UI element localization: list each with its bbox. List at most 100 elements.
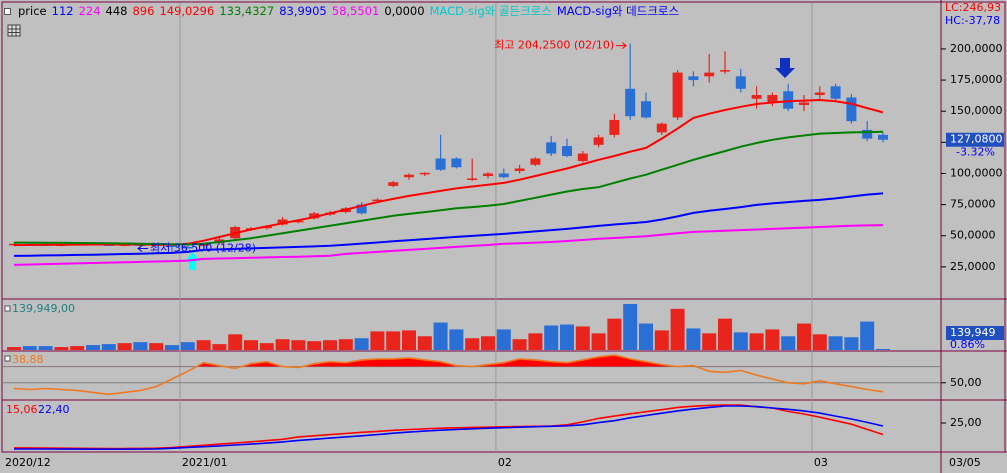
candle-body: [309, 213, 320, 219]
y-tick-label: 25,0000: [950, 260, 996, 273]
volume-bar: [702, 333, 717, 350]
candle-body: [862, 129, 873, 139]
volume-bar: [196, 340, 211, 350]
candle-body: [530, 158, 541, 165]
y-tick-label: 175,0000: [950, 73, 1003, 86]
volume-bar: [544, 325, 559, 350]
volume-bar: [639, 323, 653, 350]
candle-body: [372, 199, 383, 202]
volume-bar: [212, 344, 227, 350]
volume-bar: [812, 334, 827, 350]
toolbar-icon[interactable]: [7, 24, 21, 37]
candle-body: [467, 178, 478, 180]
candle-body: [830, 86, 841, 99]
volume-label: 139,949,00: [12, 302, 75, 315]
legend-entry: 58,5501: [331, 4, 380, 18]
volume-bar: [149, 343, 164, 350]
legend-entry: 83,9905: [279, 4, 327, 18]
candle-body: [356, 204, 367, 214]
volume-bar: [876, 349, 890, 350]
x-tick-label: 2021/01: [182, 456, 228, 469]
volume-bar: [575, 326, 590, 350]
volume-bar: [22, 346, 37, 350]
candle-body: [672, 72, 683, 118]
volume-bar: [449, 329, 464, 350]
moving-average: [13, 192, 884, 257]
high-annotation: 최고 204,2500 (02/10): [494, 39, 614, 52]
candle-body: [688, 76, 699, 81]
macd-label: 15,06: [6, 403, 38, 416]
legend-entry: MACD-sig와 골든크로스: [429, 4, 552, 18]
end-date: 03/05: [949, 456, 981, 469]
volume-bar: [828, 336, 843, 350]
volume-bar: [844, 337, 859, 350]
candle-body: [656, 123, 667, 133]
frame: [1, 1, 1006, 453]
volume-bar: [797, 323, 811, 350]
volume-bar: [323, 340, 337, 350]
legend-entry: 0,0000: [384, 4, 425, 18]
x-tick-label: 2020/12: [5, 456, 51, 469]
volume-icon: [4, 305, 11, 312]
y-tick-label: 25,00: [950, 416, 982, 429]
low-annotation: 최저 36,500 (12/28): [150, 242, 256, 255]
candle-body: [498, 173, 509, 178]
candle-body: [751, 95, 762, 99]
last-price-box: [946, 132, 1004, 147]
volume-bar: [370, 331, 385, 350]
volume-bar: [38, 346, 53, 350]
volume-bar: [433, 322, 448, 350]
hc-label: HC:-37,78: [945, 14, 1000, 27]
volume-bar: [165, 345, 179, 350]
volume-bar: [465, 338, 480, 350]
candle-body: [451, 158, 462, 168]
candle-body: [814, 92, 825, 96]
change-label: -3.32%: [956, 146, 995, 159]
x-tick-label: 02: [498, 456, 512, 469]
indicator-line: [13, 354, 884, 396]
candle-body: [546, 142, 557, 154]
volume-bar: [417, 336, 432, 350]
volume-bar: [496, 329, 511, 350]
volume-bar: [749, 333, 764, 350]
volume-bar: [670, 308, 685, 350]
lc-label: LC:246,93: [945, 1, 1001, 14]
volume-last-label: 139,949: [950, 326, 996, 339]
volume-bar: [70, 346, 85, 350]
candle-body: [783, 91, 794, 109]
legend-entry: 896: [132, 4, 155, 18]
candle-body: [720, 70, 730, 72]
volume-bar: [291, 340, 306, 350]
volume-bar: [607, 318, 622, 350]
high-arrow: [616, 42, 628, 50]
legend-icon: [4, 7, 11, 15]
volume-bar: [338, 339, 353, 350]
candle-body: [878, 134, 888, 140]
candle-body: [419, 172, 430, 175]
volume-bar: [275, 339, 290, 350]
candle-body: [704, 72, 715, 77]
volume-bar: [481, 336, 495, 350]
volume-bar: [117, 343, 132, 350]
legend-entry: 133,4327: [219, 4, 275, 18]
last-price-label: 127,0800: [950, 133, 1003, 146]
volume-change-label: 0.86%: [950, 338, 985, 351]
legend-entry: 149,0296: [159, 4, 215, 18]
volume-bar: [54, 347, 69, 350]
volume-bar: [402, 330, 416, 350]
candle-body: [293, 220, 304, 223]
candle-body: [799, 102, 809, 105]
legend-entry: 112: [51, 4, 74, 18]
dead-cross-marker: [775, 58, 795, 78]
legend: price 112 224 448 896 149,0296 133,4327 83,9905…: [4, 3, 679, 19]
volume-bar: [560, 324, 574, 350]
low-arrow: [137, 245, 148, 252]
volume-bar: [654, 330, 669, 350]
legend-entry: price: [18, 4, 47, 18]
y-tick-label: 150,0000: [950, 104, 1003, 117]
candle-body: [388, 182, 399, 186]
candle-body: [514, 168, 525, 171]
candle-body: [435, 158, 446, 170]
legend-entry: 224: [78, 4, 101, 18]
